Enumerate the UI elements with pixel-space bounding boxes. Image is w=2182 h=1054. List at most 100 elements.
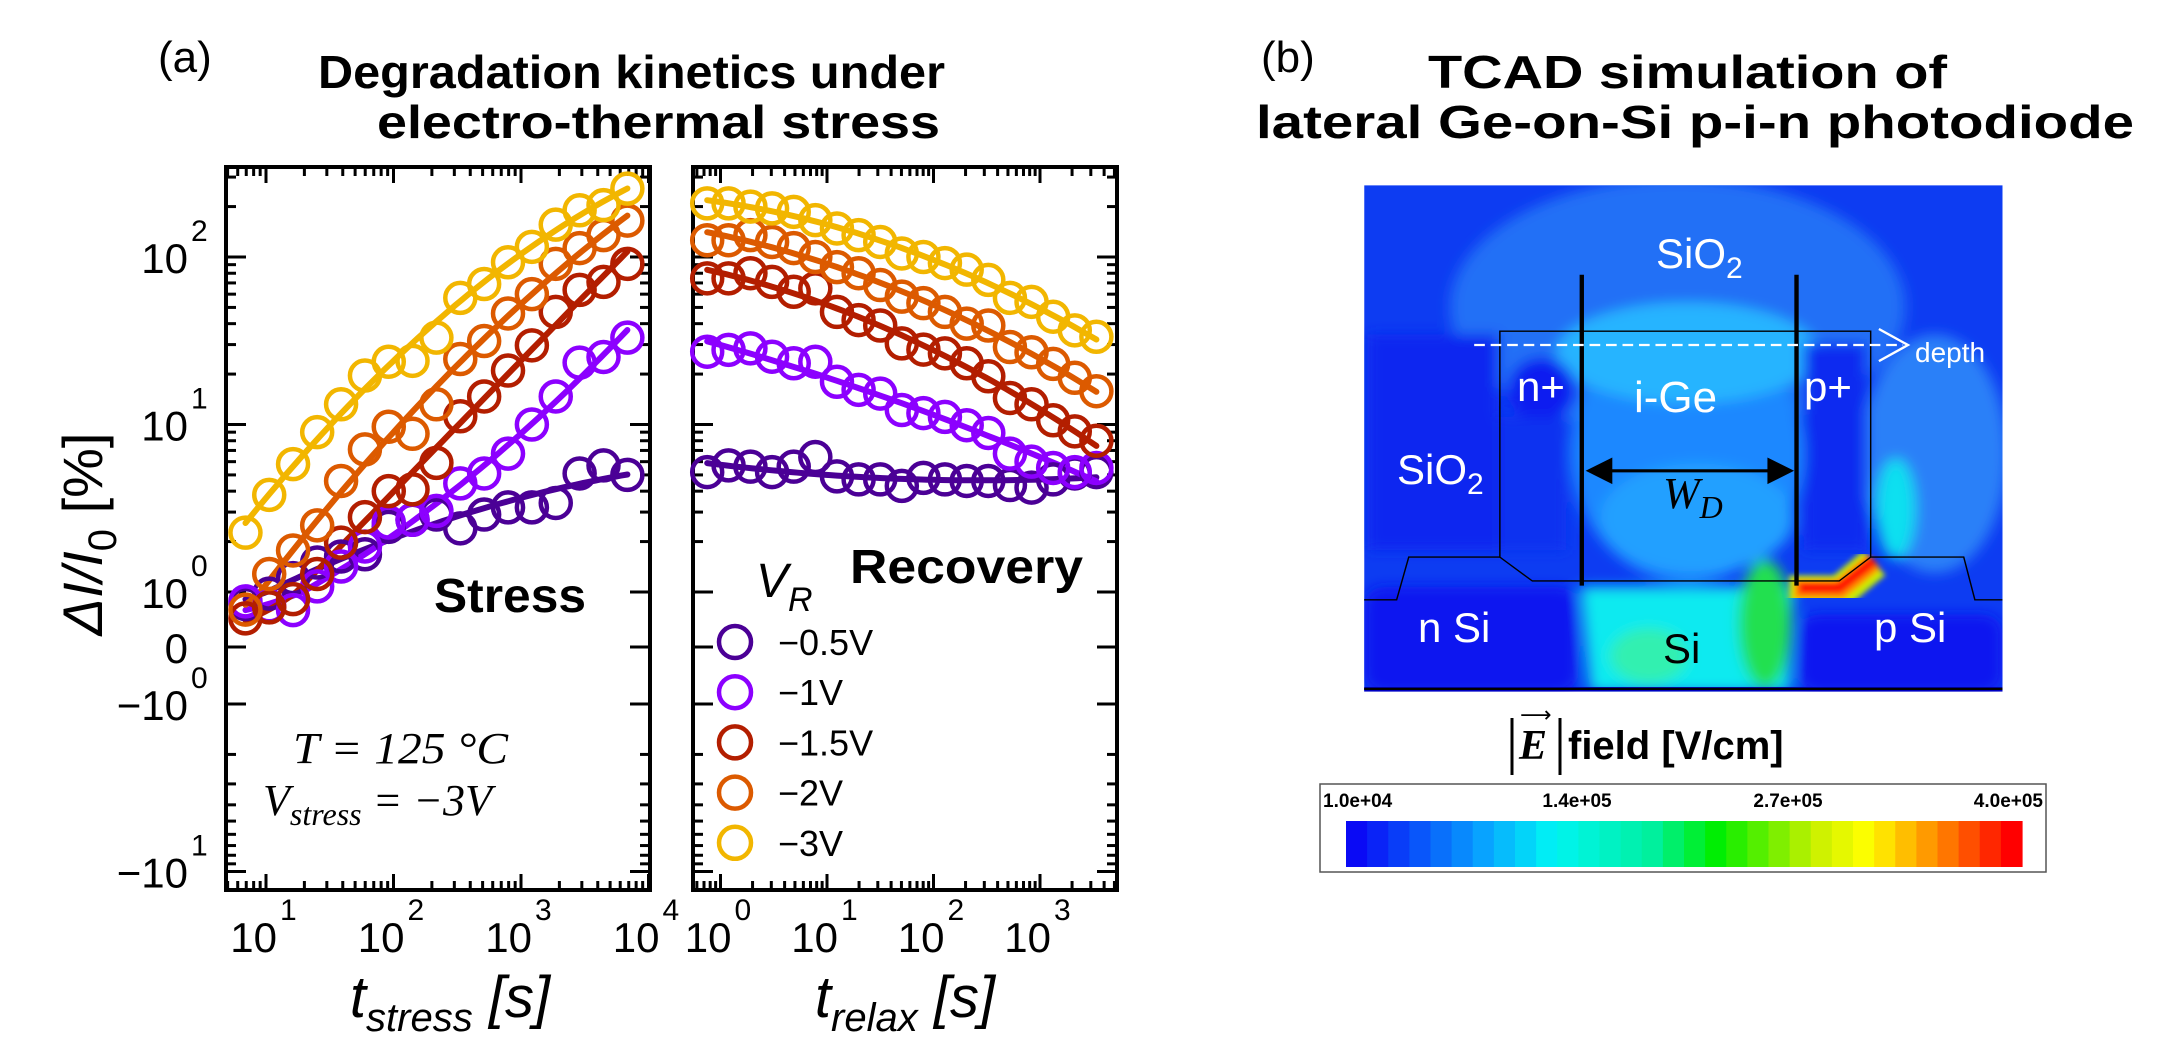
x-tick-label: 10 [898, 914, 945, 961]
label-depth: depth [1915, 337, 1985, 368]
legend-item: −1V [716, 672, 843, 713]
data-point [906, 395, 941, 431]
data-point [733, 255, 768, 291]
legend-item: −1.5V [716, 722, 873, 763]
data-point [490, 296, 526, 331]
y-tick-label: 10 [141, 403, 188, 450]
data-point [562, 272, 597, 308]
colorbar-segment [1747, 821, 1770, 867]
data-point [466, 266, 502, 302]
data-point [949, 463, 984, 499]
legend-marker [716, 724, 754, 761]
x-axis-label-stress-unit: [s] [473, 965, 552, 1030]
data-point [1035, 450, 1071, 486]
data-point [610, 457, 645, 493]
data-point [841, 302, 876, 338]
data-point [841, 372, 876, 408]
colorbar-segment [1726, 821, 1748, 867]
x-axis-label-relax-sub: relax [831, 996, 920, 1040]
data-point [610, 320, 645, 355]
label-sio2-top-main: SiO [1656, 230, 1726, 277]
fit-line-1-3 [704, 229, 1100, 395]
legend-marker [716, 623, 754, 661]
stress-voltage-main: V [263, 776, 295, 825]
x-axis-label-stress-sub: stress [366, 996, 473, 1040]
data-point [927, 462, 963, 497]
data-point [538, 246, 573, 282]
colorbar-title: E ⟶ field [V/cm] [1510, 702, 1784, 775]
data-point [514, 276, 550, 312]
x-tick-label-exponent: 4 [663, 894, 680, 927]
plot-frame [224, 165, 652, 892]
data-point [490, 245, 526, 280]
stress-voltage-annotation: Vstress = −3V [263, 776, 497, 832]
colorbar-segment [1705, 821, 1727, 867]
colorbar-segment [1430, 821, 1453, 867]
data-point [323, 549, 359, 584]
data-point [323, 463, 359, 499]
y-tick-label-exponent: 0 [191, 550, 208, 583]
colorbar-title-symbol: E [1518, 723, 1547, 769]
data-point [754, 339, 790, 374]
data-point [275, 581, 311, 617]
vector-arrow-icon: ⟶ [1520, 702, 1552, 727]
data-point [711, 261, 746, 296]
x-tick-label-exponent: 2 [408, 894, 425, 927]
data-point [538, 294, 573, 330]
data-point [1014, 470, 1049, 505]
data-point [228, 592, 263, 627]
data-point [776, 449, 811, 484]
colorbar-segment [1388, 821, 1410, 867]
x-axis-label-relax: trelax [s] [815, 965, 997, 1040]
data-point [906, 460, 941, 496]
x-tick-label-exponent: 3 [535, 894, 552, 927]
device-outline [1364, 330, 2003, 601]
data-point [927, 399, 963, 435]
data-point [971, 308, 1006, 343]
data-point [1057, 313, 1093, 348]
data-point [689, 186, 725, 221]
data-point [1079, 373, 1114, 409]
data-point [371, 409, 407, 444]
data-point [711, 332, 746, 368]
label-n-plus: n+ [1517, 363, 1565, 410]
x-axis-label-relax-main: t [815, 965, 834, 1030]
fit-line-1-1 [704, 338, 1100, 485]
y-axis-label-main: ΔI/I [51, 551, 114, 637]
data-point [514, 328, 550, 363]
depth-arrow-icon [1474, 327, 1911, 363]
stress-annotation: Stress [434, 570, 586, 623]
data-point [538, 379, 573, 414]
data-point [819, 249, 855, 285]
legend-title-sub: R [788, 581, 813, 619]
stress-voltage-rest: = −3V [362, 776, 497, 825]
data-point [1079, 423, 1114, 458]
colorbar-segment [1810, 821, 1833, 867]
data-point [514, 229, 550, 265]
data-point [819, 459, 855, 494]
data-point [862, 308, 898, 343]
panel-b-label: (b) [1261, 33, 1315, 82]
y-tick-label-exponent: 1 [191, 383, 208, 416]
colorbar-segment [1853, 821, 1875, 867]
x-tick-label: 10 [230, 914, 277, 961]
data-point [862, 462, 898, 497]
y-tick-label: −10 [117, 682, 188, 729]
fit-line-1-2 [704, 266, 1100, 449]
data-point [251, 576, 287, 611]
data-point [1079, 319, 1114, 355]
data-point [251, 477, 287, 513]
data-point [347, 432, 383, 467]
data-point [776, 230, 811, 266]
colorbar-tick-label: 1.0e+04 [1323, 791, 1393, 812]
data-point [419, 320, 454, 355]
data-point [711, 222, 746, 258]
data-point [275, 533, 311, 568]
data-point [490, 436, 526, 471]
data-point [754, 264, 790, 300]
data-point [819, 211, 855, 246]
data-point [971, 415, 1006, 451]
